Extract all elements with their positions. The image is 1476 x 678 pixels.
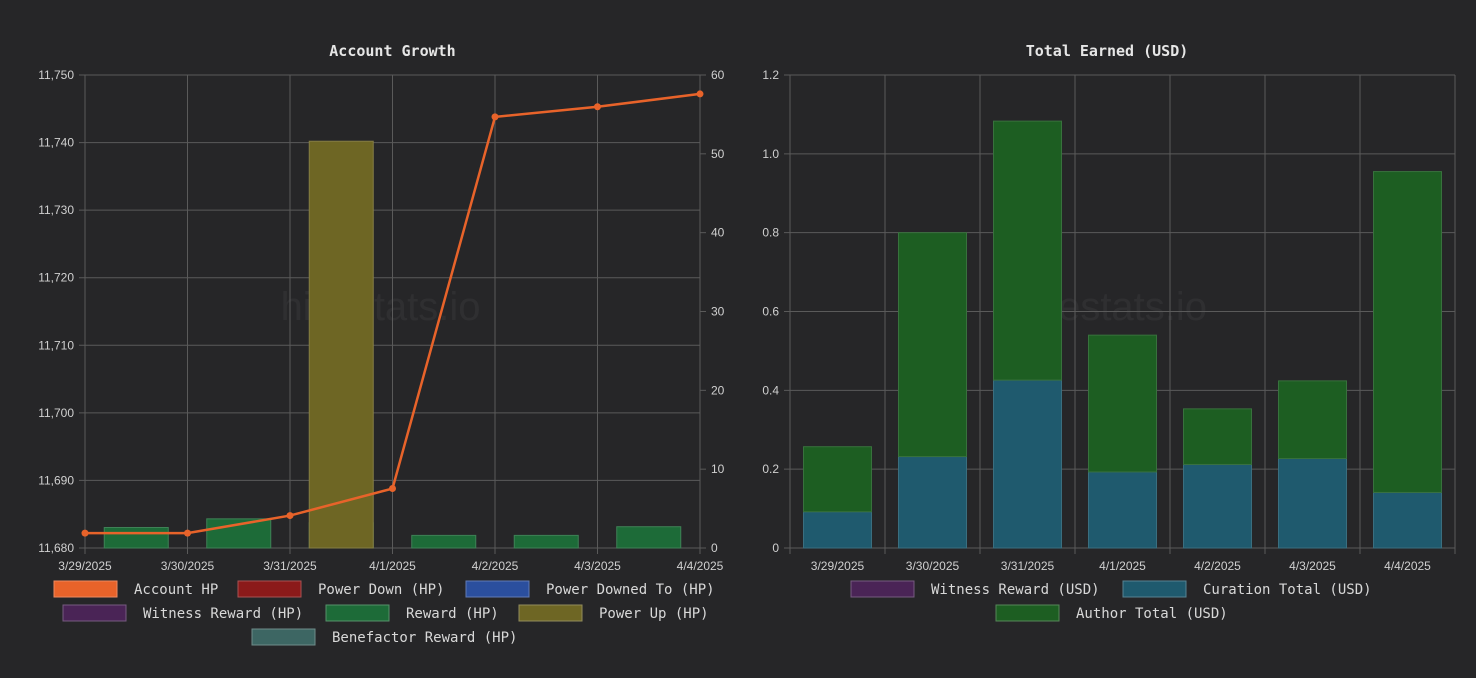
legend-swatch	[1122, 580, 1187, 598]
legend-swatch	[995, 604, 1060, 622]
bar-curation-total-usd[interactable]	[993, 379, 1062, 549]
bar-author-total-usd[interactable]	[898, 232, 967, 458]
x-tick-label: 3/29/2025	[58, 559, 112, 573]
y-right-tick-label: 40	[711, 226, 725, 240]
y-left-tick-label: 11,700	[38, 406, 74, 420]
legend-swatch	[850, 580, 915, 598]
x-tick-label: 4/3/2025	[574, 559, 621, 573]
bar-author-total-usd[interactable]	[1373, 171, 1442, 493]
y-tick-label: 0.6	[762, 305, 779, 319]
y-left-tick-label: 11,720	[38, 271, 74, 285]
y-tick-label: 1.0	[762, 147, 779, 161]
bar-author-total-usd[interactable]	[1088, 334, 1157, 473]
legend-label: Witness Reward (USD)	[931, 582, 1100, 598]
x-tick-label: 4/2/2025	[472, 559, 519, 573]
x-tick-label: 4/4/2025	[677, 559, 724, 573]
bar-reward-hp[interactable]	[103, 527, 169, 549]
legend-swatch	[325, 604, 390, 622]
legend-item[interactable]: Author Total (USD)	[995, 604, 1228, 622]
bar-author-total-usd[interactable]	[803, 446, 872, 513]
legend-label: Curation Total (USD)	[1203, 582, 1372, 598]
legend-label: Power Downed To (HP)	[546, 582, 715, 598]
bar-author-total-usd[interactable]	[1183, 408, 1252, 465]
y-left-tick-label: 11,690	[38, 473, 74, 487]
y-left-tick-label: 11,680	[38, 541, 74, 555]
x-tick-label: 4/1/2025	[369, 559, 416, 573]
account-hp-point[interactable]	[696, 90, 704, 98]
legend-swatch	[251, 628, 316, 646]
bar-reward-hp[interactable]	[616, 526, 682, 549]
y-right-tick-label: 50	[711, 147, 725, 161]
legend-label: Reward (HP)	[406, 606, 499, 622]
legend-item[interactable]: Reward (HP)	[325, 604, 499, 622]
bar-reward-hp[interactable]	[411, 534, 477, 549]
account-hp-point[interactable]	[286, 512, 294, 520]
bar-curation-total-usd[interactable]	[1373, 491, 1442, 549]
legend-swatch	[237, 580, 302, 598]
legend-label: Benefactor Reward (HP)	[332, 630, 517, 646]
account-hp-point[interactable]	[184, 529, 191, 537]
x-tick-label: 4/3/2025	[1289, 559, 1336, 573]
legend-label: Author Total (USD)	[1076, 606, 1228, 622]
legend-item[interactable]: Witness Reward (HP)	[62, 604, 303, 622]
y-right-tick-label: 30	[711, 305, 725, 319]
bar-power-up-hp[interactable]	[308, 140, 374, 549]
y-tick-label: 0.4	[762, 383, 779, 397]
bar-curation-total-usd[interactable]	[1183, 463, 1252, 549]
legend-label: Account HP	[134, 582, 218, 598]
legend-item[interactable]: Curation Total (USD)	[1122, 580, 1372, 598]
y-tick-label: 1.2	[762, 68, 779, 82]
legend-item[interactable]: Power Down (HP)	[237, 580, 444, 598]
legend-swatch	[53, 580, 118, 598]
chart-title: Account Growth	[329, 42, 455, 60]
x-tick-label: 3/31/2025	[263, 559, 317, 573]
account-hp-point[interactable]	[491, 113, 499, 121]
account-hp-point[interactable]	[594, 103, 601, 111]
y-left-tick-label: 11,730	[38, 203, 74, 217]
y-right-tick-label: 10	[711, 462, 725, 476]
x-tick-label: 3/31/2025	[1001, 559, 1055, 573]
x-tick-label: 3/30/2025	[906, 559, 960, 573]
y-left-tick-label: 11,710	[38, 338, 74, 352]
x-tick-label: 4/2/2025	[1194, 559, 1241, 573]
bar-author-total-usd[interactable]	[993, 120, 1062, 381]
legend-item[interactable]: Witness Reward (USD)	[850, 580, 1100, 598]
bar-reward-hp[interactable]	[513, 534, 579, 549]
x-tick-label: 3/29/2025	[811, 559, 865, 573]
account-hp-point[interactable]	[389, 485, 396, 493]
legend-item[interactable]: Power Up (HP)	[518, 604, 709, 622]
chart-title: Total Earned (USD)	[1026, 42, 1189, 60]
bar-curation-total-usd[interactable]	[898, 456, 967, 549]
y-tick-label: 0.8	[762, 226, 779, 240]
legend-item[interactable]: Account HP	[53, 580, 218, 598]
legend-item[interactable]: Benefactor Reward (HP)	[251, 628, 517, 646]
x-tick-label: 3/30/2025	[161, 559, 215, 573]
y-right-tick-label: 20	[711, 383, 725, 397]
x-tick-label: 4/4/2025	[1384, 559, 1431, 573]
y-right-tick-label: 0	[711, 541, 718, 555]
y-tick-label: 0.2	[762, 462, 779, 476]
y-right-tick-label: 60	[711, 68, 725, 82]
legend-label: Power Down (HP)	[318, 582, 444, 598]
account-hp-point[interactable]	[81, 529, 89, 537]
legend-swatch	[465, 580, 530, 598]
bar-curation-total-usd[interactable]	[1088, 471, 1157, 549]
x-tick-label: 4/1/2025	[1099, 559, 1146, 573]
y-left-tick-label: 11,750	[38, 68, 74, 82]
legend-label: Witness Reward (HP)	[143, 606, 303, 622]
legend-item[interactable]: Power Downed To (HP)	[465, 580, 715, 598]
bar-author-total-usd[interactable]	[1278, 380, 1347, 460]
legend-swatch	[518, 604, 583, 622]
bar-curation-total-usd[interactable]	[803, 511, 872, 549]
legend-swatch	[62, 604, 127, 622]
y-left-tick-label: 11,740	[38, 136, 74, 150]
bar-curation-total-usd[interactable]	[1278, 458, 1347, 549]
y-tick-label: 0	[772, 541, 779, 555]
legend-label: Power Up (HP)	[599, 606, 709, 622]
